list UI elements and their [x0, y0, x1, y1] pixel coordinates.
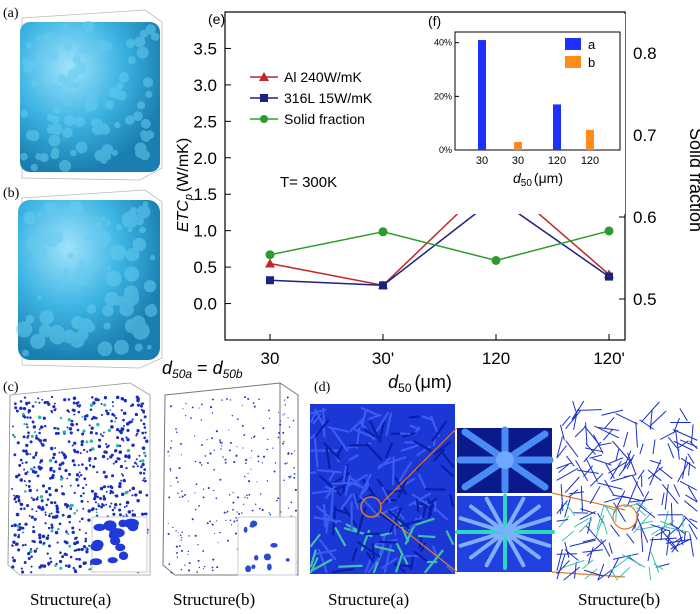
- y-axis-left-ticks: 0.0 0.5 1.0 1.5 2.0 2.5 3.0 3.5: [193, 39, 231, 314]
- y-tick-label-right: 0.6: [633, 208, 657, 227]
- x-axis-label: d50 (μm): [388, 372, 452, 395]
- point-solid-fraction: [491, 255, 501, 265]
- y-axis-left-label: ETCp(W/mK): [175, 138, 195, 232]
- legend: Al 240W/mK 316L 15W/mK Solid fraction: [250, 69, 373, 127]
- particle-box-a: [20, 9, 163, 181]
- x-axis-ticks: 30 30' 120 120': [261, 334, 625, 368]
- y-tick-label-right: 0.7: [633, 126, 657, 145]
- y-tick-label-left: 0.5: [193, 258, 217, 277]
- inset-bar-a: [478, 40, 486, 150]
- inset-legend-label-a: a: [588, 37, 596, 52]
- network-b: [556, 400, 698, 581]
- legend-marker-316l: [260, 94, 268, 102]
- y-tick-label-right: 0.8: [633, 44, 657, 63]
- point-316l: [379, 281, 387, 290]
- inset-bar-b: [514, 141, 522, 150]
- chart-e: (e) 0.00.51.01.52.02.53.03.5 0.50.60.70.…: [162, 11, 700, 395]
- y-axis-right-ticks: 0.5 0.6 0.7 0.8: [619, 44, 657, 309]
- y-tick-label-left: 1.0: [193, 222, 217, 241]
- point-cloud-a: [7, 382, 151, 576]
- network-zoom-insets: [380, 426, 626, 578]
- y-axis-right-label: Solid fraction: [686, 128, 700, 232]
- y-tick-label-left: 3.5: [193, 39, 217, 58]
- legend-label-solid: Solid fraction: [284, 111, 365, 127]
- particle-box-b: [16, 189, 163, 369]
- point-al: [265, 258, 275, 268]
- caption-c-left: Structure(a): [30, 590, 112, 609]
- inset-x-tick-label: 30: [512, 155, 524, 167]
- inset-legend-swatch-b: [565, 56, 581, 68]
- caption-c-right: Structure(b): [173, 590, 256, 609]
- y-tick-label-right: 0.5: [633, 290, 657, 309]
- y-tick-label-left: 3.0: [193, 76, 217, 95]
- equal-size-note: d50a = d50b: [162, 358, 243, 381]
- inset-y-tick-label: 40%: [434, 38, 452, 48]
- temperature-annotation: T= 300K: [280, 174, 337, 191]
- panel-label-a: (a): [3, 6, 19, 21]
- point-solid-fraction: [604, 226, 614, 236]
- point-solid-fraction: [378, 227, 388, 237]
- inset-x-tick-label: 120: [581, 155, 599, 167]
- inset-bar-a: [553, 104, 561, 150]
- panel-label-d: (d): [314, 380, 331, 395]
- inset-x-tick-label: 30: [476, 155, 488, 167]
- caption-d-left: Structure(a): [328, 590, 410, 609]
- legend-label-al: Al 240W/mK: [284, 69, 362, 85]
- network-renders: [309, 400, 698, 581]
- y-tick-label-left: 2.5: [193, 112, 217, 131]
- series-line-0: [269, 175, 610, 287]
- panel-label-b: (b): [3, 186, 20, 201]
- panel-label-f: (f): [428, 13, 441, 29]
- legend-marker-al: [259, 72, 269, 81]
- point-solid-fraction: [265, 250, 275, 260]
- inset-x-axis-label: d50 (μm): [513, 170, 563, 189]
- legend-label-316l: 316L 15W/mK: [284, 90, 373, 106]
- inset-legend-label-b: b: [588, 55, 595, 70]
- panel-label-e: (e): [208, 11, 225, 27]
- chart-f: (f) 0% 20% 40% 30 30 120 120 d50 (μm) a b: [428, 13, 625, 214]
- inset-legend-swatch-a: [565, 38, 581, 50]
- y-tick-label-left: 1.5: [193, 185, 217, 204]
- x-tick-label: 120': [593, 349, 625, 368]
- x-tick-label: 30: [261, 349, 280, 368]
- series-line-2: [269, 230, 610, 262]
- inset-bar-b: [586, 129, 594, 150]
- x-tick-label: 120: [482, 349, 510, 368]
- x-tick-label: 30': [372, 349, 394, 368]
- point-cloud-renders: [7, 382, 299, 576]
- panel-label-c: (c): [3, 380, 19, 395]
- point-316l: [605, 272, 613, 281]
- point-cloud-b: [162, 382, 299, 576]
- series-line-1: [269, 196, 610, 287]
- particle-renders: [16, 9, 163, 369]
- network-a: [309, 404, 455, 574]
- inset-y-tick-label: 0%: [439, 145, 452, 155]
- inset-x-tick-label: 120: [548, 155, 566, 167]
- point-316l: [266, 276, 274, 285]
- legend-marker-solid: [260, 115, 268, 123]
- y-tick-label-left: 0.0: [193, 295, 217, 314]
- inset-y-tick-label: 20%: [434, 91, 452, 101]
- caption-d-right: Structure(b): [578, 590, 661, 609]
- y-tick-label-left: 2.0: [193, 149, 217, 168]
